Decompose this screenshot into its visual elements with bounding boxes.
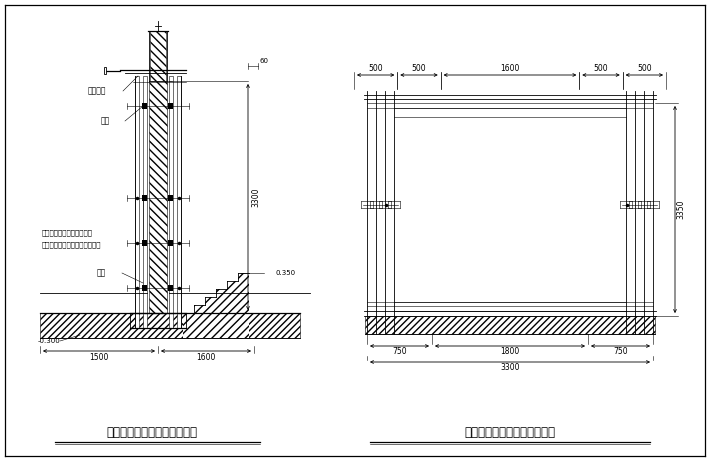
- Text: 木枋: 木枋: [101, 117, 110, 125]
- Text: 0.350: 0.350: [276, 270, 296, 276]
- Text: 500: 500: [594, 64, 608, 72]
- Text: 通过铁丝将钢管与木枋捆绑牢紧: 通过铁丝将钢管与木枋捆绑牢紧: [42, 242, 102, 248]
- Text: 模板: 模板: [97, 268, 106, 278]
- Bar: [168, 285, 173, 291]
- Text: 3300: 3300: [501, 362, 520, 372]
- Bar: [40, 313, 300, 338]
- Bar: [150, 31, 166, 81]
- Bar: [149, 81, 167, 313]
- Text: 1800: 1800: [501, 347, 520, 355]
- Bar: [227, 281, 238, 338]
- Bar: [135, 76, 139, 328]
- Bar: [194, 305, 205, 338]
- Text: 1600: 1600: [196, 354, 216, 362]
- Bar: [142, 103, 147, 109]
- Bar: [205, 297, 216, 338]
- Bar: [168, 103, 173, 109]
- Text: 落地式玻璃门成品保护正面图: 落地式玻璃门成品保护正面图: [464, 426, 555, 439]
- Text: 落地式玻璃门成品保护立面图: 落地式玻璃门成品保护立面图: [106, 426, 197, 439]
- Bar: [142, 285, 147, 291]
- Text: 500: 500: [637, 64, 652, 72]
- Text: 750: 750: [613, 347, 628, 355]
- Bar: [168, 240, 173, 246]
- Bar: [216, 289, 227, 338]
- Text: 3300: 3300: [251, 187, 261, 207]
- Text: 广告店招: 广告店招: [87, 87, 106, 95]
- Bar: [142, 240, 147, 246]
- Bar: [142, 195, 147, 201]
- Text: 500: 500: [412, 64, 426, 72]
- Text: 3350: 3350: [677, 200, 685, 219]
- Text: 通过钉子将模板与木枋固定: 通过钉子将模板与木枋固定: [42, 230, 93, 236]
- Bar: [104, 67, 106, 74]
- Bar: [169, 76, 173, 328]
- Bar: [143, 76, 147, 328]
- Text: 1500: 1500: [89, 354, 109, 362]
- Bar: [365, 316, 655, 334]
- Text: 60: 60: [259, 58, 268, 64]
- Bar: [238, 273, 249, 338]
- Text: 500: 500: [368, 64, 383, 72]
- Text: -0.300: -0.300: [38, 338, 61, 344]
- Bar: [183, 313, 194, 338]
- Text: 750: 750: [392, 347, 407, 355]
- Text: 1600: 1600: [501, 64, 520, 72]
- Bar: [177, 76, 181, 328]
- Bar: [168, 195, 173, 201]
